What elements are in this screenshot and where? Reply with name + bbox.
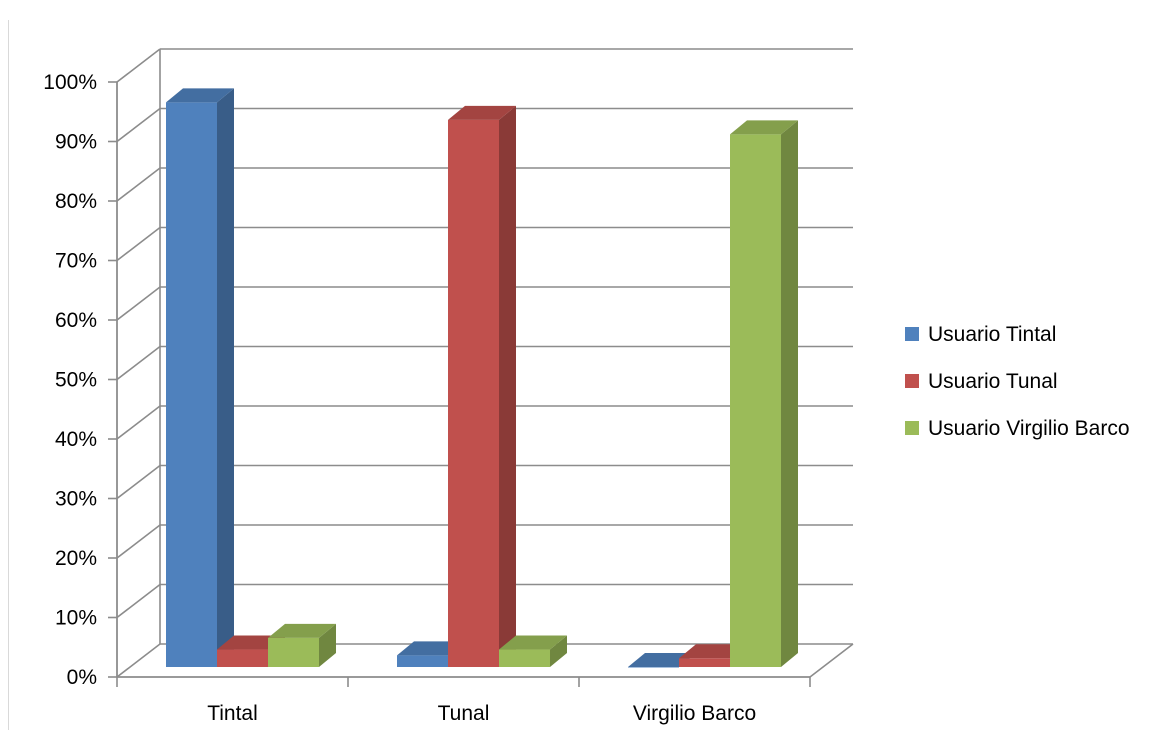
legend-item: Usuario Virgilio Barco — [905, 417, 1130, 440]
gridline-side-2 — [116, 524, 161, 559]
bar-side — [319, 623, 336, 667]
bar-side — [550, 635, 567, 667]
legend-label: Usuario Tunal — [928, 370, 1058, 393]
x-tick-label: Tunal — [438, 702, 490, 725]
x-tick-label: Virgilio Barco — [633, 702, 756, 725]
gridline-side-6 — [116, 286, 161, 321]
bar-side — [217, 88, 234, 667]
bar-front — [628, 667, 679, 668]
gridline-side-0 — [116, 643, 161, 678]
bar-top — [268, 623, 336, 638]
frame-border — [8, 20, 9, 730]
bar-front — [397, 655, 448, 667]
gridline-side-3 — [116, 464, 161, 500]
bar — [448, 105, 516, 668]
gridline-side-10 — [116, 48, 161, 83]
bar-front — [217, 649, 268, 667]
bar-side — [499, 105, 516, 668]
gridline-side-4 — [116, 405, 161, 440]
y-tick-label: 50% — [55, 369, 97, 392]
legend-item: Usuario Tunal — [905, 370, 1058, 393]
legend-swatch — [905, 327, 919, 341]
x-tick-labels: Tintal Tunal Virgilio Barco — [207, 702, 756, 725]
bar-front — [268, 637, 319, 667]
gridline-side-1 — [116, 583, 161, 619]
gridline-side-7 — [116, 226, 161, 262]
floor-right-edge — [809, 643, 854, 678]
y-tick-label: 60% — [55, 309, 97, 332]
y-tick-labels: 0% 10% 20% 30% 40% 50% 60% 70% 80% 90% 100% — [43, 71, 97, 689]
y-tick-label: 10% — [55, 607, 97, 630]
legend: Usuario Tintal Usuario Tunal Usuario Virgi… — [905, 323, 1130, 440]
bar-front — [448, 119, 499, 668]
bar — [166, 88, 234, 667]
bar — [499, 635, 567, 667]
legend-item: Usuario Tintal — [905, 323, 1056, 346]
y-tick-label: 70% — [55, 250, 97, 273]
y-tick-label: 100% — [43, 71, 97, 94]
gridline-side-5 — [116, 345, 161, 381]
bar-front — [499, 649, 550, 667]
y-tick-label: 40% — [55, 428, 97, 451]
y-tick-label: 30% — [55, 488, 97, 511]
legend-swatch — [905, 374, 919, 388]
bar — [730, 120, 798, 668]
bar-top — [448, 105, 516, 120]
x-tick-label: Tintal — [207, 702, 258, 725]
gridline-side-8 — [116, 167, 161, 202]
bar-top — [730, 120, 798, 135]
y-tick-label: 90% — [55, 131, 97, 154]
bar — [268, 623, 336, 667]
gridline-side-9 — [116, 107, 161, 143]
bars — [166, 88, 798, 668]
legend-swatch — [905, 421, 919, 435]
y-tick-label: 0% — [67, 666, 97, 689]
bar-front — [166, 102, 217, 667]
bar-top — [166, 88, 234, 103]
y-tick-label: 80% — [55, 190, 97, 213]
bar-top — [499, 635, 567, 650]
bar-side — [781, 120, 798, 668]
bar-front — [679, 658, 730, 667]
legend-label: Usuario Tintal — [928, 323, 1056, 346]
y-tick-label: 20% — [55, 547, 97, 570]
axes — [108, 81, 811, 687]
bar-front — [730, 134, 781, 668]
legend-label: Usuario Virgilio Barco — [928, 417, 1130, 440]
